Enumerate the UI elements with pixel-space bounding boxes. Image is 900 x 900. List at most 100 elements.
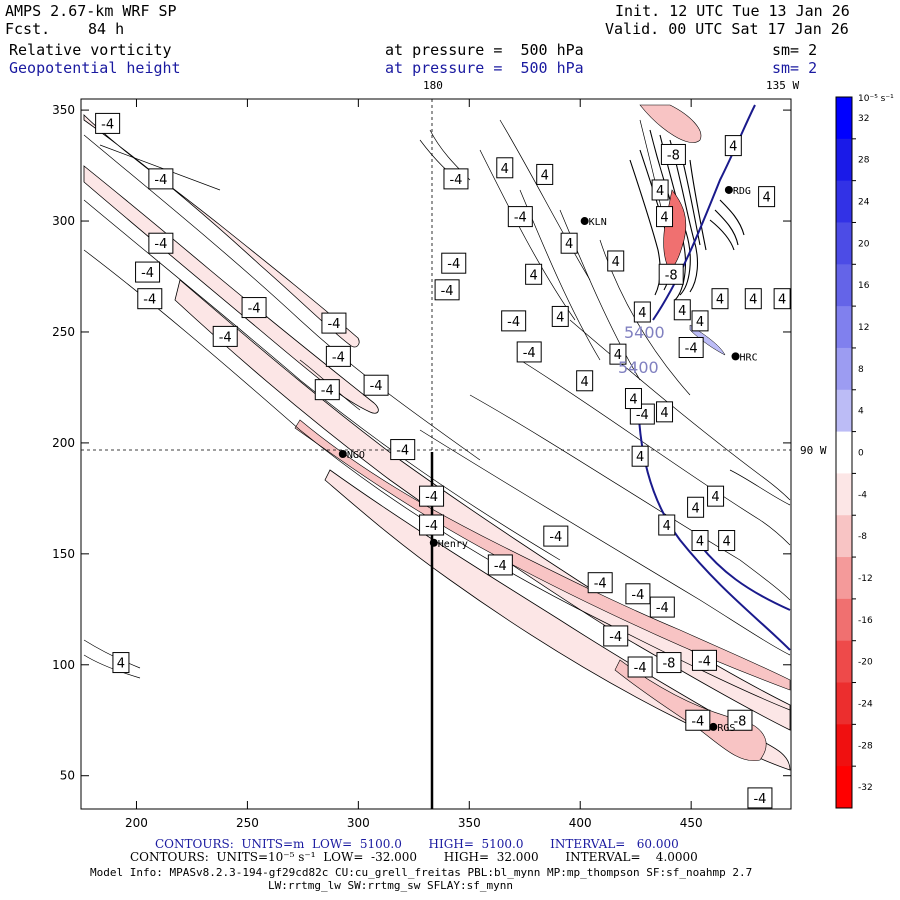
colorbar-swatch [836,306,852,349]
contour-label: -4 [95,112,121,134]
contour-label-text: 4 [749,293,757,308]
contour-label: -4 [627,656,653,678]
contour-label-box [95,112,121,134]
station-label: RDG [733,186,751,197]
forecast-hour: 84 h [88,20,125,38]
colorbar-label: 32 [858,114,869,124]
colorbar-label: -12 [858,574,873,584]
contour-label-text: -4 [321,384,334,399]
contour-label-box [501,310,527,332]
lon-135w-label: 135 W [766,79,800,92]
contour-label-box [629,403,655,425]
contour-label: -4 [325,345,351,367]
contour-label-text: 4 [678,304,686,319]
contour-label-text: 4 [501,162,509,177]
contour-label: -4 [685,709,711,731]
station-dot [338,450,347,458]
footer-model-info: Model Info: MPASv8.2.3-194-gf29cd82c CU:… [90,866,753,879]
contour-label-text: -4 [425,519,438,534]
contour-label-text: 4 [529,268,537,283]
contour-label-box [148,168,174,190]
contour-label: -4 [603,625,629,647]
contour-label-text: -4 [101,117,114,132]
contour-label-text: 4 [636,450,644,465]
colorbar-swatch [836,347,852,391]
contour-label-box [443,168,469,190]
contour-label-box [536,163,554,185]
contour-label: 4 [576,370,594,392]
contour-label-box [691,310,709,332]
contour-label: -4 [625,583,651,605]
contour-label: -4 [434,279,460,301]
contour-label-text: -4 [549,530,562,545]
contour-label-text: -4 [425,490,438,505]
contour-label-box [325,345,351,367]
contour-label-text: -4 [698,654,711,669]
contour-label-box [507,206,533,228]
station-label: KLN [589,217,607,228]
colorbar-label: -28 [858,741,873,751]
colorbar-label: 12 [858,323,869,333]
map-border [80,98,792,810]
contour-label-box [658,514,676,536]
contour-label-box [314,379,340,401]
colorbar-label: 8 [858,365,864,375]
contour-label-box [687,496,705,518]
contour-label-box [434,279,460,301]
negative-vorticity-band [83,165,379,414]
contour-label-text: 4 [581,375,589,390]
contour-label-text: 4 [117,657,125,672]
contour-label: -4 [443,168,469,190]
contour-label-box [651,179,669,201]
contour-label: -4 [678,337,704,358]
contour-label: -8 [727,709,753,731]
x-tick-label: 400 [569,816,592,830]
contour-label-text: 4 [656,184,664,199]
station-dot [724,185,733,194]
contour-label-text: -4 [523,346,536,361]
contour-label: 4 [707,485,725,507]
field1-smoothing: sm= 2 [772,41,818,59]
contour-label-box [419,485,445,507]
station-dot [429,538,438,547]
contour-label-text: -4 [594,577,607,592]
contour-label: -8 [658,263,684,285]
y-tick-label: 100 [52,658,75,672]
contour-label: -4 [629,403,655,425]
station-dot [709,722,718,731]
height-label-5400: 5400 [618,358,659,377]
contour-label-text: 4 [762,191,770,206]
contour-label: 4 [656,206,674,228]
negative-vorticity-band [294,419,791,691]
contour-label-text: 4 [612,255,620,270]
colorbar-swatch [836,222,852,265]
contour-label: -4 [543,525,569,547]
contour-label-text: -4 [396,444,409,459]
x-tick-label: 350 [458,816,481,830]
contour-label-box [633,301,651,323]
contour-label-text: -4 [685,342,698,357]
contour-label-text: 4 [696,315,704,330]
contour-label-text: -4 [154,237,167,252]
x-tick-label: 200 [125,816,148,830]
contour-label-text: -4 [634,661,647,676]
contour-label-text: -4 [656,601,669,616]
contour-label: -4 [314,379,340,401]
colorbar-swatch [836,473,852,516]
contour-label-box [576,370,594,392]
contour-label-box [773,288,791,310]
contour-label-box [487,554,513,576]
colorbar-swatch [836,640,852,684]
contour-label-text: -8 [733,714,746,729]
contour-label: -4 [148,168,174,190]
contour-label: 4 [673,299,691,321]
contour-label-text: -4 [514,211,527,226]
colorbar-swatch [836,138,852,182]
contour-label-text: -4 [636,408,649,423]
contour-label: 4 [496,157,514,179]
contour-label: 4 [773,288,791,310]
contour-label-box [560,232,578,254]
field2-smoothing: sm= 2 [772,59,818,77]
